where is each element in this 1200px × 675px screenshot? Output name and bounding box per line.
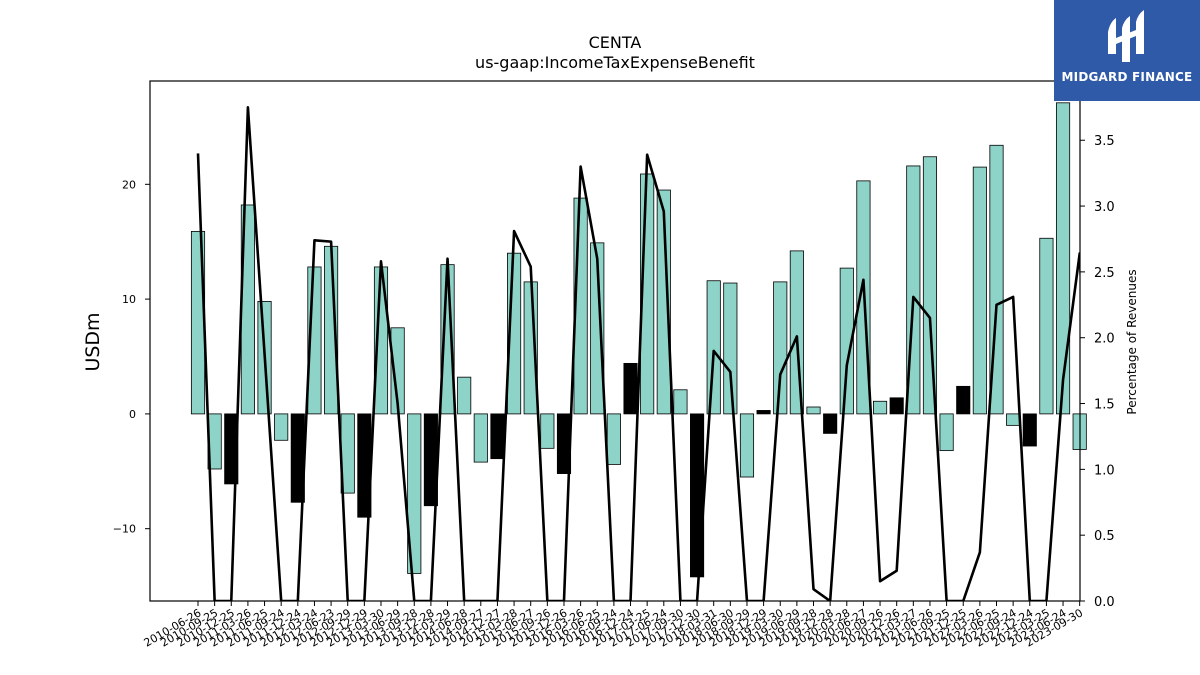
- left-tick-label: −10: [113, 523, 136, 536]
- right-tick-label: 3.5: [1094, 134, 1115, 149]
- bar: [473, 413, 488, 463]
- bar: [773, 281, 788, 415]
- bar: [739, 413, 755, 478]
- bar: [1006, 413, 1021, 426]
- left-tick-label: 20: [122, 178, 136, 191]
- bar: [873, 400, 888, 415]
- bar: [274, 413, 289, 441]
- brand-logo: MIDGARD FINANCE: [1054, 0, 1200, 101]
- bar: [823, 413, 838, 434]
- bar: [407, 413, 422, 574]
- bar: [723, 282, 738, 415]
- left-axis-label: USDm: [82, 312, 104, 371]
- chart-title: CENTA: [589, 33, 642, 52]
- bar: [656, 189, 671, 415]
- right-tick-label: 2.0: [1094, 332, 1115, 347]
- axes: −10010200.00.51.01.52.02.53.03.52010-06-…: [113, 80, 1115, 650]
- bar: [490, 413, 505, 460]
- bar: [956, 385, 971, 415]
- left-tick-label: 0: [129, 408, 136, 421]
- bar: [806, 406, 821, 415]
- bar: [1022, 413, 1037, 447]
- right-tick-label: 1.0: [1094, 463, 1115, 478]
- bar: [972, 166, 987, 415]
- right-tick-label: 3.0: [1094, 200, 1115, 215]
- brand-name: MIDGARD FINANCE: [1061, 70, 1193, 84]
- right-axis-label: Percentage of Revenues: [1125, 269, 1139, 414]
- bar: [540, 413, 555, 449]
- right-tick-label: 0.5: [1094, 529, 1115, 544]
- line-series: [196, 106, 1080, 601]
- left-tick-label: 10: [122, 293, 136, 306]
- percentage-line: [196, 106, 1080, 601]
- bar-series: [190, 102, 1087, 578]
- brand-mark-icon: [1108, 10, 1144, 62]
- bar: [606, 413, 621, 465]
- bar: [922, 156, 938, 415]
- bar: [623, 362, 638, 415]
- right-tick-label: 2.5: [1094, 266, 1115, 281]
- bar: [590, 242, 605, 415]
- bar: [839, 267, 854, 415]
- chart-subtitle: us-gaap:IncomeTaxExpenseBenefit: [475, 53, 755, 72]
- right-tick-label: 1.5: [1094, 398, 1115, 413]
- bar: [690, 413, 705, 578]
- bar: [1039, 237, 1054, 415]
- bar: [756, 410, 771, 415]
- plot-frame: [149, 80, 1081, 602]
- right-tick-label: 0.0: [1094, 595, 1115, 610]
- bar: [706, 280, 721, 415]
- bar: [1055, 102, 1071, 415]
- bar: [939, 413, 954, 452]
- bar: [889, 397, 904, 415]
- bar: [457, 376, 472, 415]
- bar: [673, 389, 688, 415]
